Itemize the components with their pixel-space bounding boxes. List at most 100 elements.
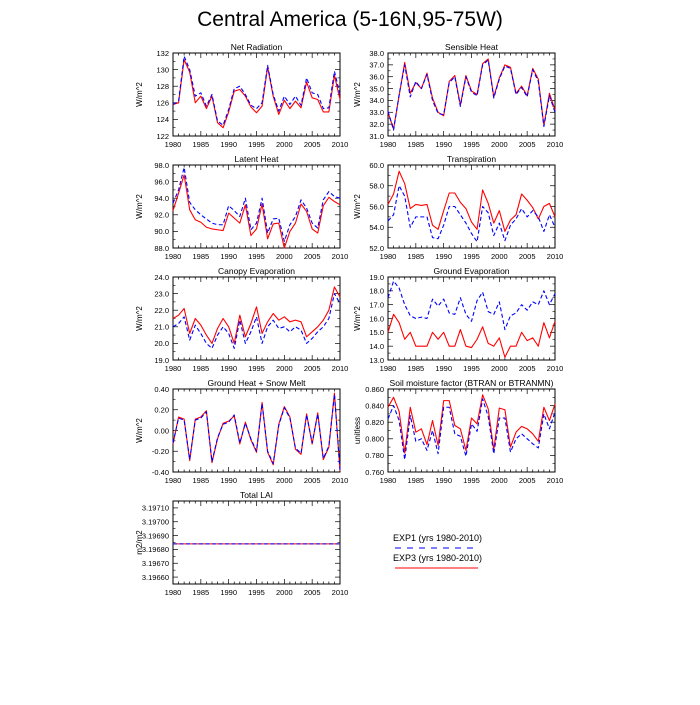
panel-title: Sensible Heat bbox=[445, 42, 499, 52]
y-tick-label: 88.0 bbox=[154, 244, 169, 253]
series-exp3-line bbox=[172, 174, 341, 249]
panel-4: Transpiration 1980 1985 1990 1995 2000 2005 201… bbox=[353, 154, 563, 261]
y-tick-label: 36.0 bbox=[369, 73, 384, 82]
y-tick-label: 37.0 bbox=[369, 61, 384, 70]
x-tick-label: 1990 bbox=[220, 140, 237, 149]
x-tick-label: 2005 bbox=[304, 476, 321, 485]
y-tick-label: 58.0 bbox=[369, 182, 384, 191]
y-tick-label: 90.0 bbox=[154, 227, 169, 236]
x-tick-label: 1985 bbox=[192, 364, 209, 373]
panel-title: Latent Heat bbox=[235, 154, 280, 164]
y-tick-label: -0.40 bbox=[152, 468, 169, 477]
y-tick-label: 15.0 bbox=[369, 328, 384, 337]
series-exp3-line bbox=[387, 394, 556, 454]
panel-7: Ground Heat + Snow Melt 1980 1985 1990 1995 2… bbox=[135, 378, 348, 485]
y-tick-label: 38.0 bbox=[369, 49, 384, 58]
x-tick-label: 2005 bbox=[304, 588, 321, 597]
x-tick-label: 2000 bbox=[276, 140, 293, 149]
x-tick-label: 2010 bbox=[547, 476, 564, 485]
x-tick-label: 1980 bbox=[165, 364, 182, 373]
x-tick-label: 1985 bbox=[192, 588, 209, 597]
x-tick-label: 1995 bbox=[248, 140, 265, 149]
series-exp1-line bbox=[387, 280, 556, 331]
x-tick-label: 1990 bbox=[220, 476, 237, 485]
y-tick-label: 124 bbox=[156, 115, 169, 124]
y-tick-label: 54.0 bbox=[369, 223, 384, 232]
x-tick-label: 2000 bbox=[276, 252, 293, 261]
y-tick-label: 0.00 bbox=[154, 426, 169, 435]
series-exp1-line bbox=[387, 398, 556, 461]
x-tick-label: 1980 bbox=[380, 140, 397, 149]
y-tick-label: 35.0 bbox=[369, 84, 384, 93]
x-tick-label: 1980 bbox=[165, 588, 182, 597]
y-tick-label: 19.0 bbox=[154, 356, 169, 365]
page-title: Central America (5-16N,95-75W) bbox=[197, 8, 503, 31]
series-exp1-line bbox=[172, 166, 341, 242]
x-tick-label: 1995 bbox=[463, 140, 480, 149]
series-exp1-line bbox=[387, 185, 556, 243]
series-exp3-line bbox=[387, 170, 556, 232]
y-tick-label: 34.0 bbox=[369, 96, 384, 105]
panel-title: Total LAI bbox=[240, 490, 273, 500]
y-tick-label: 0.840 bbox=[365, 401, 384, 410]
y-tick-label: 60.0 bbox=[369, 161, 384, 170]
x-tick-label: 2010 bbox=[547, 364, 564, 373]
x-tick-label: 1985 bbox=[192, 140, 209, 149]
y-axis-label: W/m^2 bbox=[353, 306, 362, 331]
panel-title: Soil moisture factor (BTRAN or BTRANMN) bbox=[390, 378, 554, 388]
x-tick-label: 2010 bbox=[547, 140, 564, 149]
y-tick-label: 3.19680 bbox=[142, 545, 169, 554]
y-tick-label: 32.0 bbox=[369, 120, 384, 129]
x-tick-label: 1985 bbox=[407, 140, 424, 149]
legend-label: EXP3 (yrs 1980-2010) bbox=[393, 553, 482, 563]
y-tick-label: 128 bbox=[156, 82, 169, 91]
x-tick-label: 2005 bbox=[519, 364, 536, 373]
series-exp3-line bbox=[172, 59, 341, 129]
x-tick-label: 2010 bbox=[332, 588, 349, 597]
series-exp1-line bbox=[172, 293, 341, 349]
x-tick-label: 1990 bbox=[220, 588, 237, 597]
y-tick-label: 56.0 bbox=[369, 202, 384, 211]
x-tick-label: 2000 bbox=[491, 364, 508, 373]
x-tick-label: 1980 bbox=[380, 476, 397, 485]
y-tick-label: 21.0 bbox=[154, 323, 169, 332]
y-tick-label: 130 bbox=[156, 65, 169, 74]
legend: EXP1 (yrs 1980-2010) EXP3 (yrs 1980-2010) bbox=[393, 533, 482, 569]
x-tick-label: 1985 bbox=[407, 476, 424, 485]
y-tick-label: 3.19660 bbox=[142, 573, 169, 582]
y-tick-label: 17.0 bbox=[369, 300, 384, 309]
series-exp1-line bbox=[172, 393, 341, 470]
y-tick-label: 22.0 bbox=[154, 306, 169, 315]
panel-1: Net Radiation 1980 1985 1990 1995 2000 2005 201… bbox=[135, 42, 348, 149]
y-tick-label: 98.0 bbox=[154, 161, 169, 170]
x-tick-label: 2005 bbox=[519, 252, 536, 261]
series-exp1-line bbox=[172, 55, 341, 126]
panel-5: Canopy Evaporation 1980 1985 1990 1995 2000 20… bbox=[135, 266, 348, 373]
y-tick-label: -0.20 bbox=[152, 447, 169, 456]
y-tick-label: 3.19670 bbox=[142, 559, 169, 568]
x-tick-label: 2010 bbox=[332, 252, 349, 261]
x-tick-label: 1985 bbox=[192, 252, 209, 261]
x-tick-label: 1990 bbox=[435, 364, 452, 373]
panel-2: Sensible Heat 1980 1985 1990 1995 2000 2005 201… bbox=[353, 42, 563, 149]
x-tick-label: 1990 bbox=[435, 476, 452, 485]
x-tick-label: 2010 bbox=[332, 140, 349, 149]
x-tick-label: 2010 bbox=[332, 476, 349, 485]
y-tick-label: 24.0 bbox=[154, 273, 169, 282]
y-tick-label: 23.0 bbox=[154, 289, 169, 298]
y-axis-label: W/m^2 bbox=[135, 306, 144, 331]
y-tick-label: 0.760 bbox=[365, 468, 384, 477]
x-tick-label: 1990 bbox=[435, 252, 452, 261]
y-tick-label: 20.0 bbox=[154, 339, 169, 348]
y-tick-label: 126 bbox=[156, 99, 169, 108]
panel-9: Total LAI 1980 1985 1990 1995 2000 2005 2010 3.1… bbox=[135, 490, 348, 597]
x-tick-label: 1995 bbox=[248, 588, 265, 597]
y-axis-label: W/m^2 bbox=[135, 418, 144, 443]
panel-frame bbox=[172, 500, 341, 585]
x-tick-label: 2010 bbox=[547, 252, 564, 261]
panel-3: Latent Heat 1980 1985 1990 1995 2000 2005 2010 8… bbox=[135, 154, 348, 261]
y-tick-label: 3.19690 bbox=[142, 531, 169, 540]
panel-title: Ground Heat + Snow Melt bbox=[207, 378, 306, 388]
